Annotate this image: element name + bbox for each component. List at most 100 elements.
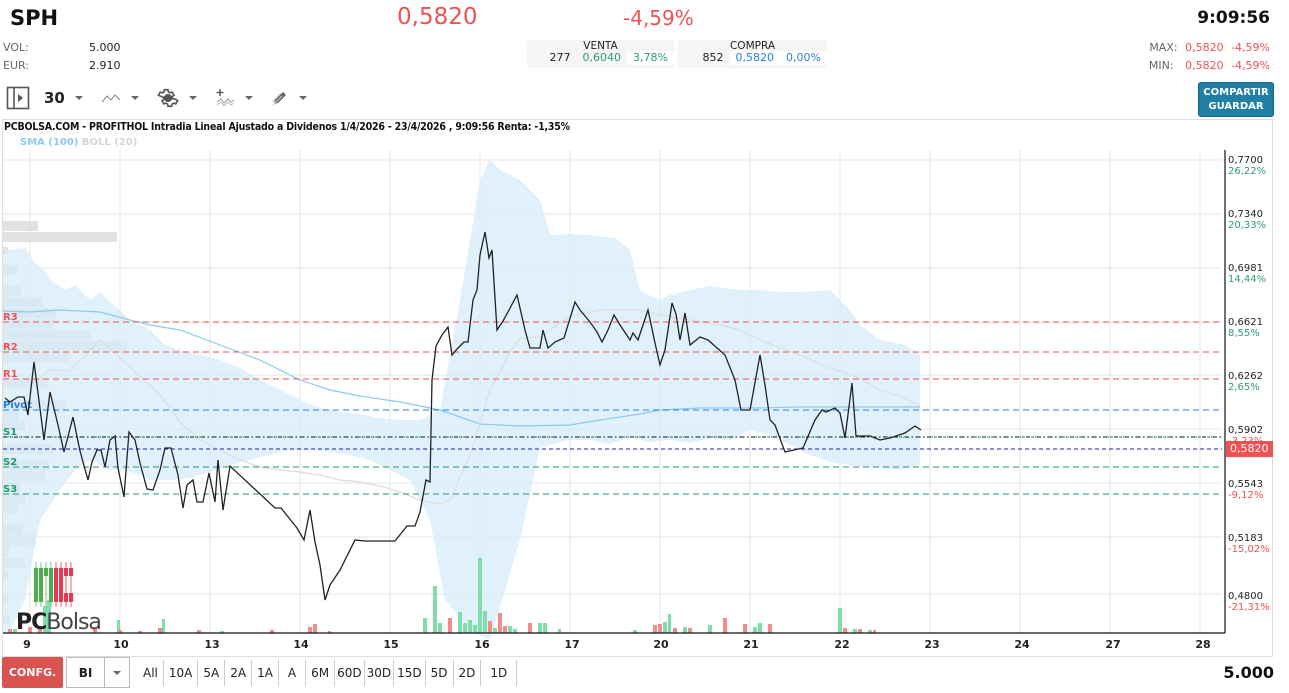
bollinger-mid-line [29, 309, 921, 505]
chart-type-dropdown[interactable] [101, 84, 157, 112]
panel-toggle-button[interactable] [6, 84, 30, 112]
last-update-time: 9:09:56 [1197, 8, 1270, 28]
max-price: 0,5820 [1185, 41, 1224, 54]
x-tick: 13 [204, 638, 220, 651]
logo-bolsa: Bolsa [46, 610, 102, 635]
range-1d[interactable]: 1D [481, 660, 518, 686]
y-tick: 0,7340 20,33% [1228, 209, 1267, 231]
settings-dropdown[interactable] [157, 84, 215, 112]
bollinger-band [3, 160, 920, 640]
pivot-lines [3, 321, 1222, 495]
sell-order-box: VENTA 277 0,6040 3,78% [527, 40, 674, 68]
interval-value: 30 [44, 89, 65, 107]
range-5a[interactable]: 5A [198, 660, 226, 686]
range-2d[interactable]: 2D [454, 660, 482, 686]
y-tick: 0,6262 2,65% [1228, 371, 1263, 393]
x-tick: 27 [1105, 638, 1121, 651]
last-price: 0,5820 [397, 4, 478, 30]
chevron-down-icon [244, 96, 253, 100]
x-tick: 16 [474, 638, 490, 651]
x-tick: 9 [23, 638, 31, 651]
range-6m[interactable]: 6M [306, 660, 336, 686]
range-2a[interactable]: 2A [225, 660, 253, 686]
share-save-button[interactable]: COMPARTIR GUARDAR [1198, 82, 1274, 117]
range-30d[interactable]: 30D [365, 660, 395, 686]
scale-select-value: BI [67, 658, 105, 687]
range-10a[interactable]: 10A [164, 660, 199, 686]
symbol-ticker: SPH [10, 6, 59, 30]
min-pct: -4,59% [1231, 59, 1270, 72]
pencil-icon [271, 92, 286, 106]
pcbolsa-logo [34, 562, 73, 607]
range-all[interactable]: All [138, 660, 164, 686]
chart-legend: SMA (100) BOLL (20) [20, 137, 137, 148]
x-tick: 14 [293, 638, 309, 651]
y-tick: 0,4800 -21,31% [1228, 591, 1270, 613]
range-a[interactable]: A [279, 660, 307, 686]
buy-label: COMPRA [729, 40, 776, 52]
max-row: MAX: 0,5820 -4,59% [1145, 41, 1270, 54]
change-percent: -4,59% [623, 6, 694, 30]
y-tick: 0,5543 -9,12% [1228, 479, 1264, 501]
share-label: COMPARTIR [1203, 87, 1269, 98]
pivot-label-r2: R2 [3, 342, 18, 353]
min-price: 0,5820 [1185, 59, 1224, 72]
legend-boll[interactable]: BOLL (20) [81, 137, 138, 148]
pivot-labels: R3 R2 R1 Pivot S1 S2 S3 [3, 312, 32, 495]
y-tick: 0,6621 8,55% [1228, 317, 1263, 339]
pivot-label-s3: S3 [3, 484, 17, 495]
gear-icon [157, 88, 179, 108]
pivot-label-r1: R1 [3, 369, 18, 380]
buy-pct: 0,00% [780, 51, 827, 65]
draw-tools-dropdown[interactable] [271, 84, 325, 112]
range-1a[interactable]: 1A [252, 660, 279, 686]
chevron-down-icon [188, 96, 197, 100]
y-tick: 0,7700 26,22% [1228, 155, 1267, 177]
eur-value: 2.910 [89, 59, 121, 72]
buy-order-box: COMPRA 852 0,5820 0,00% [678, 40, 827, 68]
range-15d[interactable]: 15D [394, 660, 426, 686]
y-tick: 0,5902 -3,23% [1228, 425, 1264, 447]
save-label: GUARDAR [1208, 101, 1264, 112]
chevron-down-icon [74, 96, 83, 100]
y-tick: 0,5183 -15,02% [1228, 533, 1270, 555]
logo-pc: PC [16, 610, 47, 635]
legend-sma[interactable]: SMA (100) [20, 137, 79, 148]
x-tick: 28 [1195, 638, 1211, 651]
current-price-tag [1226, 441, 1273, 457]
chevron-down-icon [298, 96, 307, 100]
volume-total: 5.000 [1223, 663, 1274, 682]
interval-dropdown[interactable]: 30 [44, 84, 101, 112]
add-indicator-icon [216, 89, 235, 107]
range-5d[interactable]: 5D [426, 660, 454, 686]
x-tick: 23 [924, 638, 940, 651]
panel-toggle-icon [6, 86, 30, 110]
x-tick: 10 [113, 638, 129, 651]
range-60d[interactable]: 60D [335, 660, 365, 686]
pivot-label-r3: R3 [3, 312, 18, 323]
x-tick: 17 [564, 638, 580, 651]
min-row: MIN: 0,5820 -4,59% [1145, 59, 1270, 72]
sell-qty: 277 [549, 51, 571, 64]
config-button[interactable]: CONFG. [2, 657, 63, 688]
scale-select[interactable]: BI [66, 657, 130, 688]
x-tick: 24 [1014, 638, 1030, 651]
chevron-down-icon [130, 96, 139, 100]
max-label: MAX: [1149, 41, 1178, 54]
indicators-dropdown[interactable] [215, 84, 271, 112]
range-selector: All 10A 5A 2A 1A A 6M 60D 30D 15D 5D 2D … [138, 660, 518, 686]
x-tick: 22 [834, 638, 850, 651]
sell-label: VENTA [583, 40, 618, 52]
chart-panel[interactable] [2, 119, 1273, 657]
volume-value: 5.000 [89, 41, 121, 54]
volume-label: VOL: [3, 41, 29, 54]
current-price-tag-label: 0,5820 [1230, 442, 1269, 455]
pcbolsa-logo-text: PCBolsa [16, 610, 102, 635]
max-pct: -4,59% [1231, 41, 1270, 54]
sell-price: 0,6040 [582, 51, 622, 64]
buy-qty: 852 [702, 51, 724, 64]
sma-line [2, 309, 920, 427]
y-tick: 0,6981 14,44% [1228, 263, 1267, 285]
pivot-label-pivot: Pivot [3, 400, 32, 411]
